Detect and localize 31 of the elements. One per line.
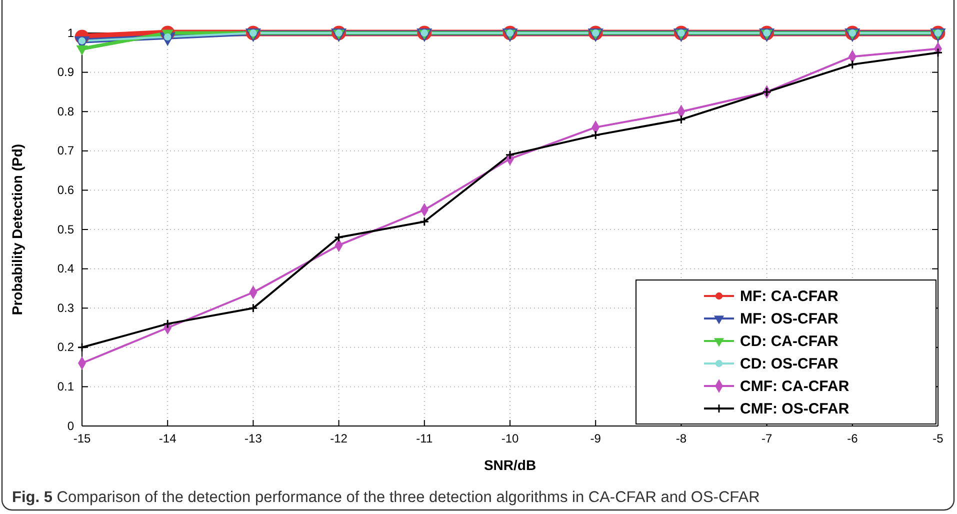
- y-tick-label: 0.8: [57, 104, 74, 118]
- legend-label: CMF: OS-CFAR: [740, 400, 850, 418]
- y-tick-label: 0.5: [57, 222, 74, 236]
- y-tick-label: 0: [67, 418, 74, 433]
- legend-label: MF: CA-CFAR: [740, 288, 838, 305]
- x-tick-label: -7: [761, 432, 772, 446]
- x-tick-label: -10: [501, 432, 519, 446]
- x-tick-label: -8: [676, 432, 687, 446]
- x-tick-label: -15: [73, 432, 91, 446]
- x-tick-label: -6: [847, 432, 858, 446]
- x-tick-label: -12: [330, 432, 348, 446]
- y-axis-title: Probability Detection (Pd): [9, 144, 25, 316]
- y-tick-label: 0.9: [57, 65, 74, 80]
- y-tick-label: 0.3: [57, 300, 74, 315]
- x-axis-title: SNR/dB: [484, 457, 536, 473]
- x-tick-label: -9: [590, 432, 602, 446]
- legend-label: MF: OS-CFAR: [740, 310, 838, 328]
- x-tick-label: -13: [244, 432, 262, 446]
- y-tick-label: 0.6: [57, 183, 74, 198]
- x-tick-label: -14: [158, 432, 177, 446]
- y-tick-label: 0.7: [57, 144, 74, 158]
- y-tick-label: 0.4: [57, 262, 74, 276]
- y-tick-label: 0.2: [57, 340, 74, 354]
- y-tick-label: 1: [67, 26, 74, 40]
- x-tick-label: -11: [416, 432, 433, 446]
- legend-label: CD: CA-CFAR: [740, 333, 838, 350]
- x-tick-label: -5: [932, 432, 944, 446]
- caption: Fig. 5 Comparison of the detection performance of the three detection algorithms in CA-CFAR and OS-CFAR: [12, 489, 760, 506]
- y-tick-label: 0.1: [57, 380, 74, 394]
- legend-label: CMF: CA-CFAR: [740, 378, 850, 395]
- legend-label: CD: OS-CFAR: [740, 356, 838, 372]
